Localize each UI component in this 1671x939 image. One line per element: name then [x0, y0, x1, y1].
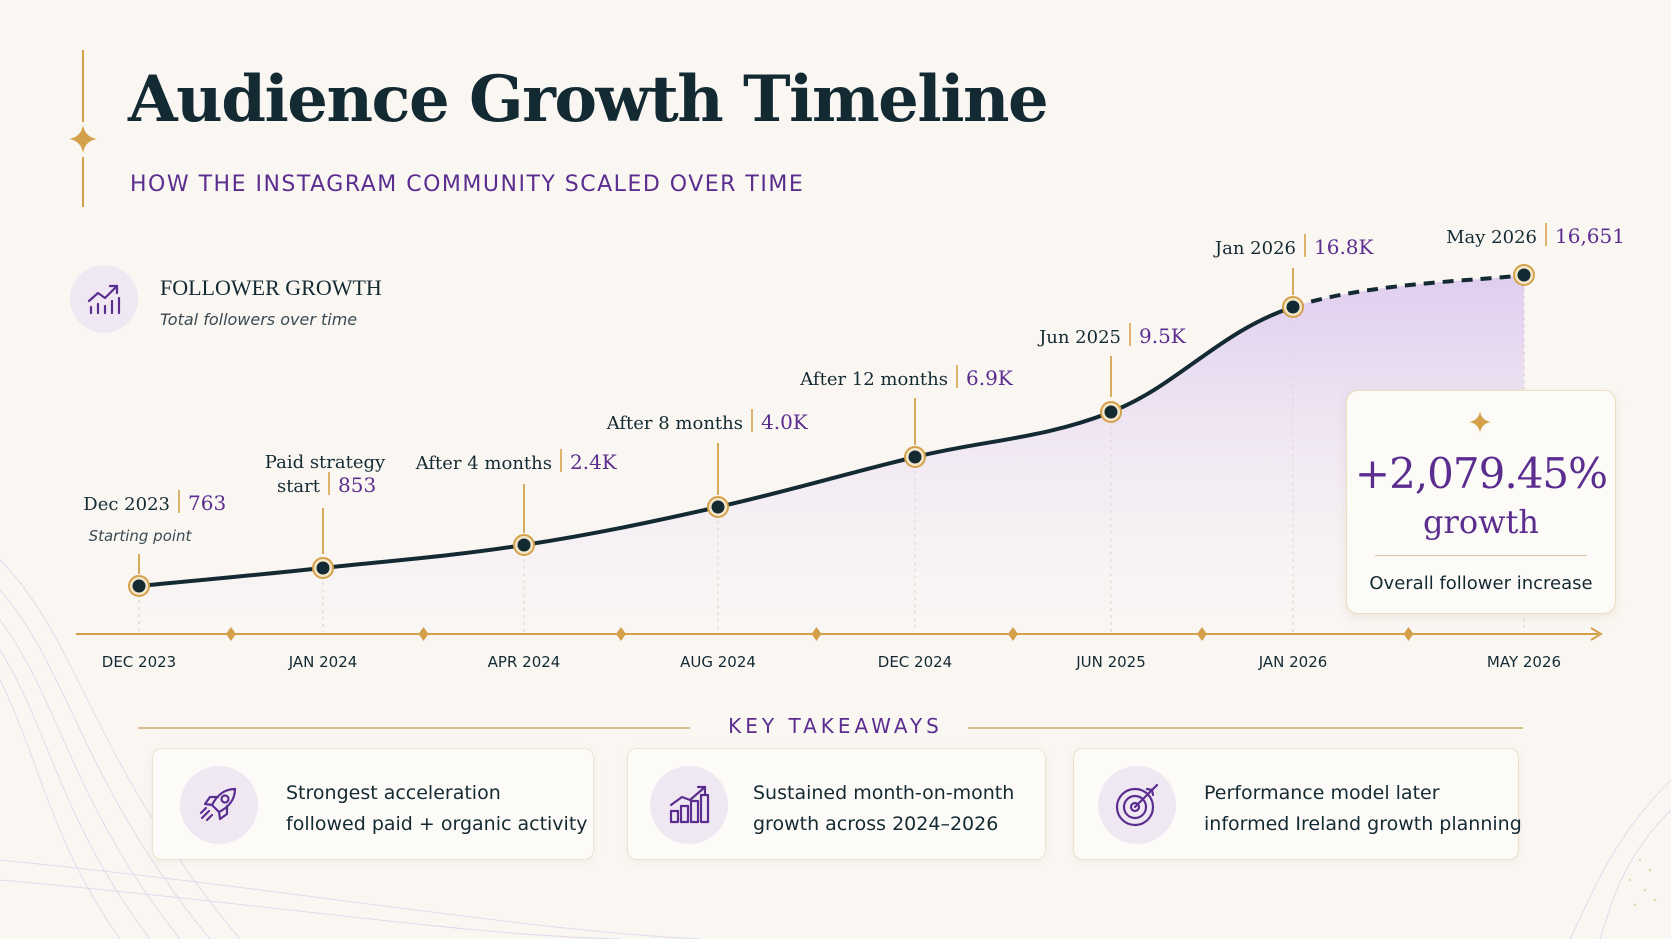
axis-diamond-marker: [616, 627, 626, 641]
takeaway-card: Strongest acceleration followed paid + o…: [152, 748, 594, 860]
growth-summary-card: +2,079.45% growth Overall follower incre…: [1346, 390, 1616, 614]
takeaway-icon-badge: [1098, 766, 1176, 844]
sparkle-icon: [69, 125, 97, 153]
data-point: [1517, 268, 1531, 282]
takeaway-icon-badge: [650, 766, 728, 844]
point-value-label: 4.0K: [761, 410, 809, 434]
title-accent-line-bottom: [82, 157, 84, 207]
sparkle-icon: [1469, 411, 1491, 433]
x-tick-label: DEC 2023: [102, 653, 176, 671]
rocket-icon: [199, 787, 237, 822]
x-tick-label: JAN 2026: [1258, 653, 1328, 671]
title-accent-line-top: [82, 50, 84, 122]
growth-area-fill: [139, 275, 1524, 634]
page-subtitle: HOW THE INSTAGRAM COMMUNITY SCALED OVER …: [130, 172, 805, 197]
takeaway-text-line: Strongest acceleration: [286, 782, 501, 804]
takeaway-text-line: Sustained month-on-month: [753, 782, 1015, 804]
point-value-label: 16,651: [1555, 224, 1625, 248]
data-point: [1286, 300, 1300, 314]
target-icon: [1115, 783, 1159, 827]
point-label: After 12 months: [799, 369, 948, 390]
growth-chart-icon: [87, 284, 121, 315]
axis-diamond-marker: [811, 627, 822, 641]
point-label: Paid strategy: [265, 452, 386, 473]
x-tick-label: JAN 2024: [288, 653, 358, 671]
point-value-label: 853: [338, 473, 376, 497]
point-label: Jan 2026: [1213, 238, 1296, 259]
data-point: [517, 538, 531, 552]
follower-growth-chart: DEC 2023 JAN 2024 APR 2024 AUG 2024 DEC 2024…: [76, 223, 1625, 671]
point-label: Jun 2025: [1037, 327, 1121, 348]
x-tick-label: DEC 2024: [878, 653, 952, 671]
takeaway-text-line: growth across 2024–2026: [753, 813, 999, 835]
divider: [1375, 555, 1587, 556]
data-point: [316, 561, 330, 575]
takeaways-rule-right: [968, 727, 1523, 729]
key-takeaways-heading: KEY TAKEAWAYS: [728, 714, 943, 738]
growth-percentage: +2,079.45%: [1354, 449, 1608, 498]
takeaway-card: Sustained month-on-month growth across 2…: [627, 748, 1046, 860]
follower-growth-subtitle: Total followers over time: [160, 310, 358, 329]
takeaways-rule-left: [138, 727, 690, 729]
data-point: [711, 500, 725, 514]
point-value-label: 16.8K: [1314, 235, 1375, 259]
follower-growth-title: FOLLOWER GROWTH: [160, 275, 382, 300]
takeaway-card: Performance model later informed Ireland…: [1073, 748, 1522, 860]
takeaway-text-line: Performance model later: [1204, 782, 1440, 804]
point-label: Dec 2023: [83, 494, 170, 515]
takeaway-icon-badge: [180, 766, 258, 844]
x-tick-label: MAY 2026: [1487, 653, 1561, 671]
point-value-label: 6.9K: [966, 366, 1014, 390]
bar-chart-icon: [669, 785, 710, 824]
axis-diamond-marker: [1403, 627, 1414, 641]
point-value-label: 763: [188, 491, 226, 515]
page-title: Audience Growth Timeline: [128, 62, 1049, 137]
data-point: [1104, 405, 1118, 419]
axis-diamond-marker: [1197, 627, 1207, 641]
x-tick-label: APR 2024: [488, 653, 561, 671]
point-label: start: [277, 476, 321, 497]
growth-description: Overall follower increase: [1369, 573, 1593, 594]
axis-diamond-marker: [418, 627, 429, 641]
takeaway-text-line: followed paid + organic activity: [286, 813, 588, 835]
x-tick-label: AUG 2024: [680, 653, 756, 671]
growth-label: growth: [1423, 503, 1539, 541]
axis-diamond-marker: [1008, 627, 1018, 641]
point-value-label: 9.5K: [1139, 324, 1187, 348]
data-point: [132, 579, 146, 593]
point-label: May 2026: [1446, 227, 1537, 248]
takeaway-text-line: informed Ireland growth planning: [1204, 813, 1522, 835]
point-label: After 8 months: [606, 413, 743, 434]
axis-arrow-icon: [1590, 627, 1603, 641]
follower-growth-badge: [70, 265, 138, 333]
x-tick-label: JUN 2025: [1075, 653, 1146, 671]
point-label: After 4 months: [415, 453, 552, 474]
axis-diamond-marker: [226, 627, 236, 641]
growth-line-projected: [1292, 273, 1525, 309]
point-value-label: 2.4K: [570, 450, 618, 474]
point-note: Starting point: [89, 527, 193, 545]
data-point: [908, 450, 922, 464]
